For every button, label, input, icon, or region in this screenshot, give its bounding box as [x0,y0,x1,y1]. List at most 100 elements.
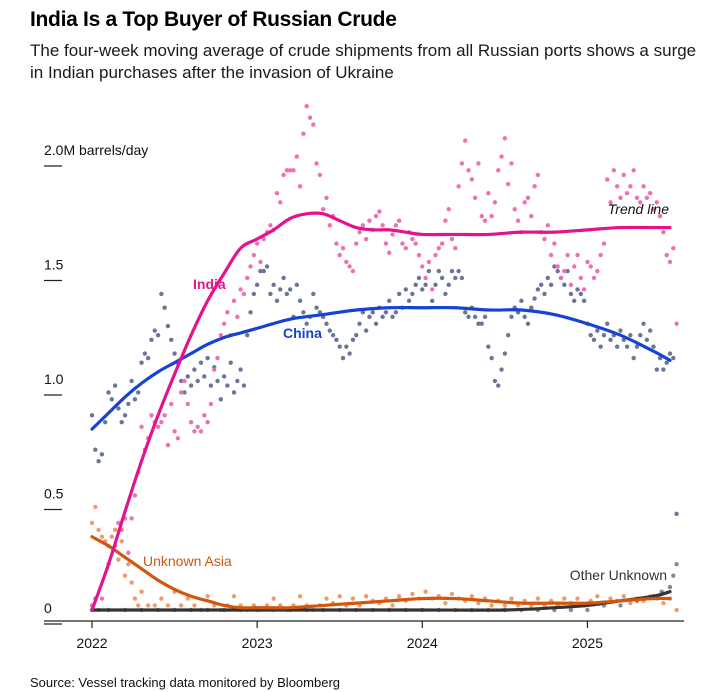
scatter-point-china [126,401,131,407]
scatter-point-other-unknown [568,607,574,613]
scatter-point-china [443,291,448,297]
scatter-point-china [429,298,435,304]
scatter-point-china [413,282,418,288]
scatter-point-india [496,168,501,173]
scatter-point-china [572,298,577,304]
scatter-point-china [370,310,375,315]
scatter-point-india [505,181,511,187]
scatter-point-india [215,355,220,361]
scatter-point-india [509,161,514,166]
scatter-point-china [330,333,336,338]
scatter-point-india [321,207,326,212]
scatter-point-china [647,328,653,333]
scatter-point-india [661,229,666,235]
scatter-point-china [522,314,527,320]
scatter-point-china [598,344,603,349]
scatter-point-india [254,241,260,246]
scatter-point-china [542,291,547,297]
scatter-point-other-unknown [585,607,590,613]
scatter-point-india [423,275,428,281]
scatter-point-india [205,420,210,425]
scatter-point-india [410,236,415,242]
scatter-point-india [99,596,105,601]
chart-subtitle: The four-week moving average of crude sh… [30,41,697,82]
scatter-point-china [588,333,593,338]
scatter-point-china [605,321,610,326]
scatter-point-china [178,378,184,384]
y-tick-label: 1.0 [44,371,64,387]
series-label-unknown-asia: Unknown Asia [143,553,232,569]
trend-lines [90,211,672,612]
scatter-point-india [479,213,484,219]
scatter-point-india [231,298,237,304]
scatter-point-china [169,337,174,342]
scatter-point-unknown-asia [674,607,679,613]
scatter-point-china [281,275,286,281]
scatter-point-unknown-asia [192,603,197,608]
scatter-point-china [251,291,257,297]
scatter-point-india [456,184,461,189]
scatter-point-unknown-asia [443,600,448,606]
scatter-point-china [136,390,141,395]
scatter-point-india [337,252,342,258]
scatter-point-india [608,200,613,205]
scatter-point-india [218,333,224,338]
scatter-point-china [436,268,441,274]
scatter-point-china [555,268,560,274]
scatter-point-india [588,264,593,269]
scatter-point-india [225,310,230,315]
scatter-point-india [307,115,313,120]
scatter-point-india [284,168,290,173]
trend-line-india [90,211,672,612]
scatter-point-india [598,252,603,258]
scatter-point-unknown-asia [324,596,329,601]
scatter-point-china [340,355,346,361]
scatter-point-unknown-asia [350,596,356,601]
scatter-point-china [654,367,659,372]
scatter-point-india [261,236,266,242]
scatter-point-india [281,172,286,178]
scatter-point-china [337,344,342,349]
scatter-point-india [403,245,408,251]
scatter-point-china [155,333,161,338]
scatter-point-other-unknown [671,573,676,578]
scatter-point-china [591,337,597,342]
scatter-point-india [340,245,346,251]
scatter-point-india [212,367,217,372]
scatter-point-india [165,442,171,448]
scatter-point-india [585,259,590,265]
x-tick-label: 2024 [407,635,438,651]
scatter-point-china [674,511,679,517]
scatter-point-india [568,282,574,288]
scatter-point-china [499,367,504,372]
scatter-point-china [152,328,157,333]
scatter-point-china [139,360,144,365]
scatter-point-india [221,321,227,326]
scatter-point-china [261,268,266,274]
scatter-point-india [159,420,164,425]
scatter-point-india [390,232,395,237]
scatter-point-india [251,252,257,258]
scatter-point-india [515,218,521,223]
scatter-point-china [172,351,177,356]
scatter-point-unknown-asia [423,589,428,594]
scatter-point-india [512,207,517,212]
scatter-point-china [132,397,138,402]
scatter-point-china [258,268,263,274]
scatter-point-china [360,310,366,315]
scatter-point-china [109,397,115,402]
scatter-point-unknown-asia [363,594,369,599]
scatter-point-china [344,344,349,349]
scatter-point-india [327,223,333,228]
scatter-point-india [350,268,356,274]
scatter-point-china [205,355,210,361]
scatter-point-india [545,223,550,228]
scatter-point-india [532,184,537,189]
scatter-point-china [387,298,392,304]
scatter-point-india [605,177,610,182]
scatter-point-india [347,264,352,269]
scatter-point-india [367,218,372,223]
scatter-point-china [463,310,468,315]
scatter-point-unknown-asia [96,527,101,533]
scatter-point-india [552,241,557,246]
